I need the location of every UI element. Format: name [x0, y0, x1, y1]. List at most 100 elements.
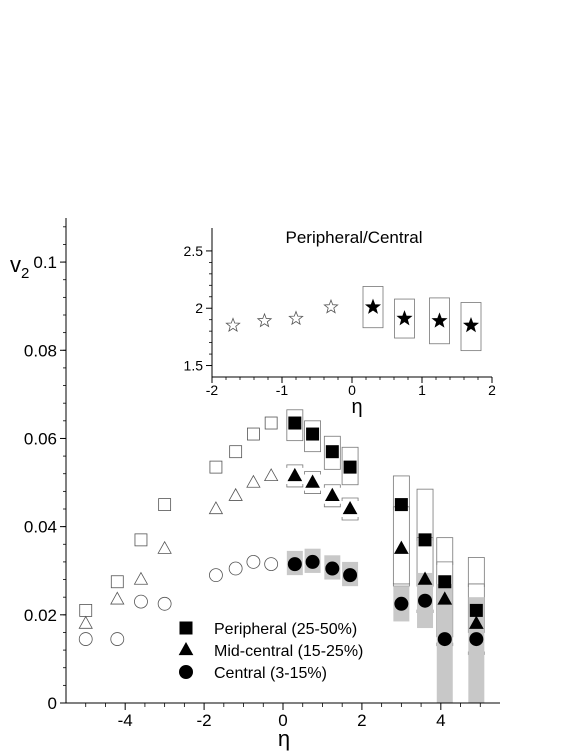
main-y-tick-label-2: 0.04	[24, 518, 57, 537]
square-open-point-2	[134, 533, 148, 547]
main-x-tick-label-3: 2	[357, 711, 366, 730]
main-x-tick-label-2: 0	[278, 711, 287, 730]
triangle-open-point-7	[263, 468, 279, 482]
triangle-filled-point-2	[324, 487, 340, 501]
inset-y-tick-label-0: 1.5	[184, 358, 204, 374]
square-open-point-3	[158, 498, 172, 511]
square-open-point-7	[264, 416, 278, 430]
square-open-point-5	[229, 445, 243, 459]
inset-systematic-box-0	[362, 286, 384, 329]
triangle-open-point-6	[246, 474, 261, 488]
square-open-point-4	[209, 460, 223, 474]
square-systematic-box-2	[323, 435, 341, 470]
main-y-tick-label-5: 0.1	[33, 253, 57, 272]
square-systematic-box-3	[341, 446, 359, 486]
inset-x-tick-label-3: 1	[418, 382, 426, 398]
main-y-axis-label-base: v	[10, 252, 21, 277]
circle-open-point-0	[78, 632, 93, 646]
inset-x-tick-label-1: -1	[276, 382, 289, 398]
inset-title: Peripheral/Central	[285, 228, 422, 247]
inset-filled-star-0	[364, 298, 382, 314]
square-filled-point-0	[288, 416, 302, 430]
square-open-point-1	[110, 575, 124, 589]
square-systematic-box-1	[304, 420, 321, 453]
legend-square-marker	[179, 621, 193, 635]
triangle-systematic-bracket-3	[341, 497, 359, 521]
legend: Peripheral (25-50%) Mid-central (15-25%) C…	[178, 621, 363, 682]
square-filled-point-1	[306, 427, 320, 441]
main-y-tick-label-4: 0.08	[24, 341, 57, 360]
triangle-open-point-3	[157, 540, 172, 554]
circle-open-point-3	[157, 596, 172, 611]
circle-open-point-4	[209, 568, 223, 583]
square-filled-point-6	[438, 575, 452, 589]
main-x-axis-label: η	[278, 726, 290, 751]
inset-systematic-box-1	[394, 298, 415, 339]
main-y-tick-label-3: 0.06	[24, 429, 57, 448]
triangle-open-point-0	[78, 615, 93, 629]
triangle-filled-point-0	[287, 467, 303, 482]
triangle-filled-point-5	[417, 571, 433, 585]
inset-x-tick-label-4: 2	[488, 382, 496, 398]
inset-data-points	[225, 298, 480, 333]
inset-filled-star-1	[396, 310, 413, 326]
legend-triangle-label: Mid-central (15-25%)	[214, 643, 363, 660]
main-x-tick-label-1: -2	[197, 711, 212, 730]
circle-filled-point-5	[418, 593, 433, 608]
circle-filled-point-1	[305, 554, 320, 569]
circle-filled-point-0	[287, 557, 302, 572]
main-ticks: -4 -2 0 2 4 0 0.02 0.04 0.06 0.08 0.1	[24, 226, 481, 730]
triangle-open-point-4	[208, 501, 224, 515]
inset-systematic-box-3	[460, 302, 482, 352]
circle-filled-point-3	[343, 568, 358, 583]
inset-x-axis-label: η	[351, 396, 362, 418]
square-filled-point-4	[394, 498, 408, 512]
circle-open-point-2	[134, 594, 148, 609]
circle-open-point-6	[246, 555, 261, 569]
inset-ticks: -2 -1 0 1 2 1.5 2 2.5	[184, 243, 497, 398]
triangle-systematic-bracket-1	[304, 471, 321, 494]
triangle-filled-point-7	[468, 615, 484, 629]
triangle-systematic-bracket-2	[323, 484, 341, 508]
triangle-open-point-2	[133, 571, 149, 585]
circle-open-point-1	[110, 632, 125, 646]
square-open-point-0	[79, 604, 93, 617]
circle-filled-point-6	[437, 632, 452, 647]
inset-systematic-boxes	[362, 286, 482, 352]
triangle-filled-point-4	[394, 540, 409, 554]
inset-open-star-3	[323, 298, 339, 314]
triangle-systematic-bracket-0	[286, 464, 304, 488]
square-open-point-6	[247, 427, 260, 441]
main-y-tick-label-1: 0.02	[24, 606, 57, 625]
inset-y-tick-label-2: 2.5	[184, 243, 204, 259]
square-filled-point-5	[418, 533, 432, 547]
square-filled-point-7	[469, 603, 483, 617]
inset-y-tick-label-1: 2	[195, 300, 203, 316]
main-x-tick-label-4: 4	[436, 711, 445, 730]
circle-open-point-7	[264, 557, 279, 572]
triangle-filled-point-6	[437, 591, 453, 605]
circle-filled-point-7	[469, 632, 484, 647]
inset-plot: -2 -1 0 1 2 1.5 2 2.5 Peripheral/Central η	[184, 226, 498, 418]
circle-open-point-5	[228, 561, 243, 576]
square-systematic-box-0	[286, 409, 304, 442]
square-filled-point-2	[325, 445, 339, 459]
square-systematic-box-4	[392, 475, 410, 585]
inset-open-star-1	[256, 312, 273, 328]
main-x-tick-label-0: -4	[118, 711, 133, 730]
circle-filled-point-4	[394, 596, 409, 611]
inset-systematic-box-2	[429, 297, 450, 345]
inset-open-star-0	[225, 317, 241, 333]
inset-x-tick-label-2: 0	[348, 382, 356, 398]
legend-triangle-marker	[178, 641, 194, 656]
square-filled-point-3	[343, 460, 357, 474]
main-y-tick-label-0: 0	[48, 694, 57, 713]
main-y-axis-label-sub: 2	[21, 265, 29, 282]
main-y-axis-label: v2	[10, 252, 29, 282]
legend-square-label: Peripheral (25-50%)	[214, 621, 357, 638]
triangle-filled-point-1	[305, 474, 320, 488]
main-data-points	[78, 416, 484, 647]
inset-open-star-2	[288, 310, 304, 326]
legend-circle-label: Central (3-15%)	[214, 665, 327, 682]
